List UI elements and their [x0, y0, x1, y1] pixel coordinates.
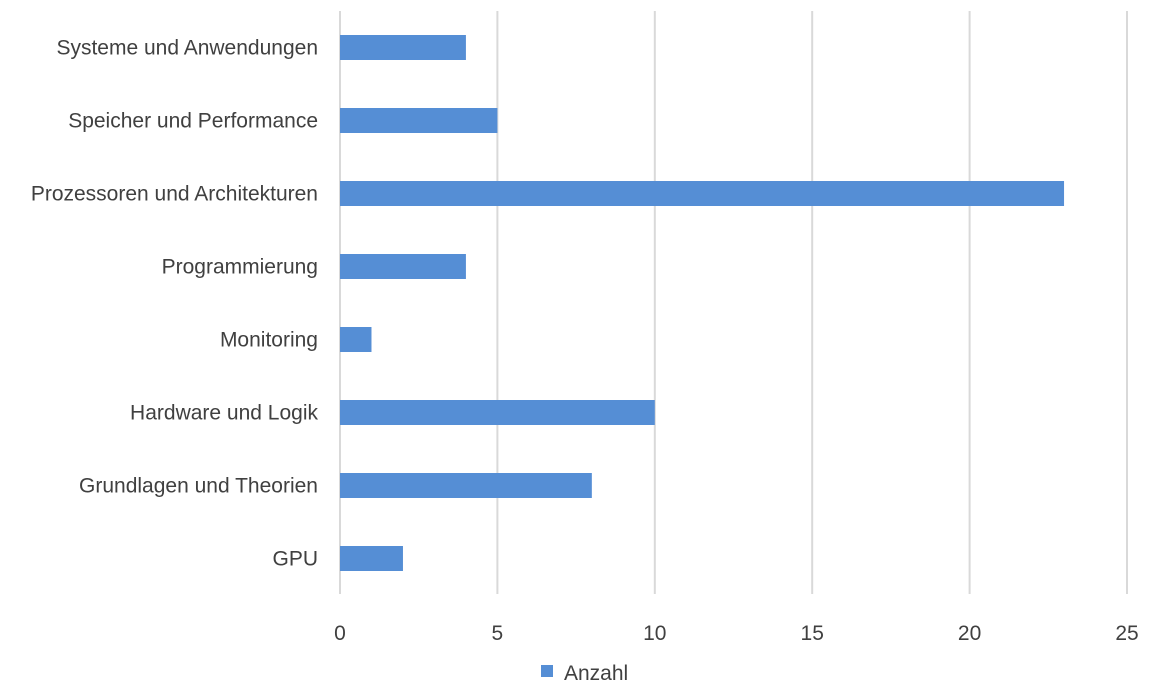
- x-tick-label: 20: [958, 622, 981, 645]
- category-label: Systeme und Anwendungen: [56, 37, 318, 60]
- bar: [340, 473, 592, 498]
- bar: [340, 181, 1065, 206]
- category-label: Prozessoren und Architekturen: [31, 183, 318, 206]
- x-tick-label: 5: [492, 622, 504, 645]
- category-labels: Systeme und Anwendungen Speicher und Perf…: [31, 37, 319, 571]
- category-label: Hardware und Logik: [130, 402, 318, 425]
- bar: [340, 327, 372, 352]
- bar: [340, 546, 403, 571]
- category-label: Grundlagen und Theorien: [79, 475, 318, 498]
- category-label: GPU: [272, 548, 318, 571]
- category-label: Programmierung: [162, 256, 318, 279]
- x-tick-label: 15: [801, 622, 824, 645]
- gridlines: [339, 11, 1128, 594]
- category-label: Speicher und Performance: [68, 110, 318, 133]
- bar: [340, 400, 655, 425]
- x-tick-labels: 0 5 10 15 20 25: [334, 622, 1139, 645]
- x-tick-label: 25: [1115, 622, 1138, 645]
- category-label: Monitoring: [220, 329, 318, 352]
- bars: [340, 35, 1065, 571]
- bar: [340, 108, 498, 133]
- bar: [340, 254, 466, 279]
- legend-label-anzahl: Anzahl: [564, 662, 628, 685]
- bar: [340, 35, 466, 60]
- x-tick-label: 0: [334, 622, 346, 645]
- legend: Anzahl: [541, 662, 628, 685]
- x-tick-label: 10: [643, 622, 666, 645]
- legend-swatch-anzahl: [541, 665, 553, 677]
